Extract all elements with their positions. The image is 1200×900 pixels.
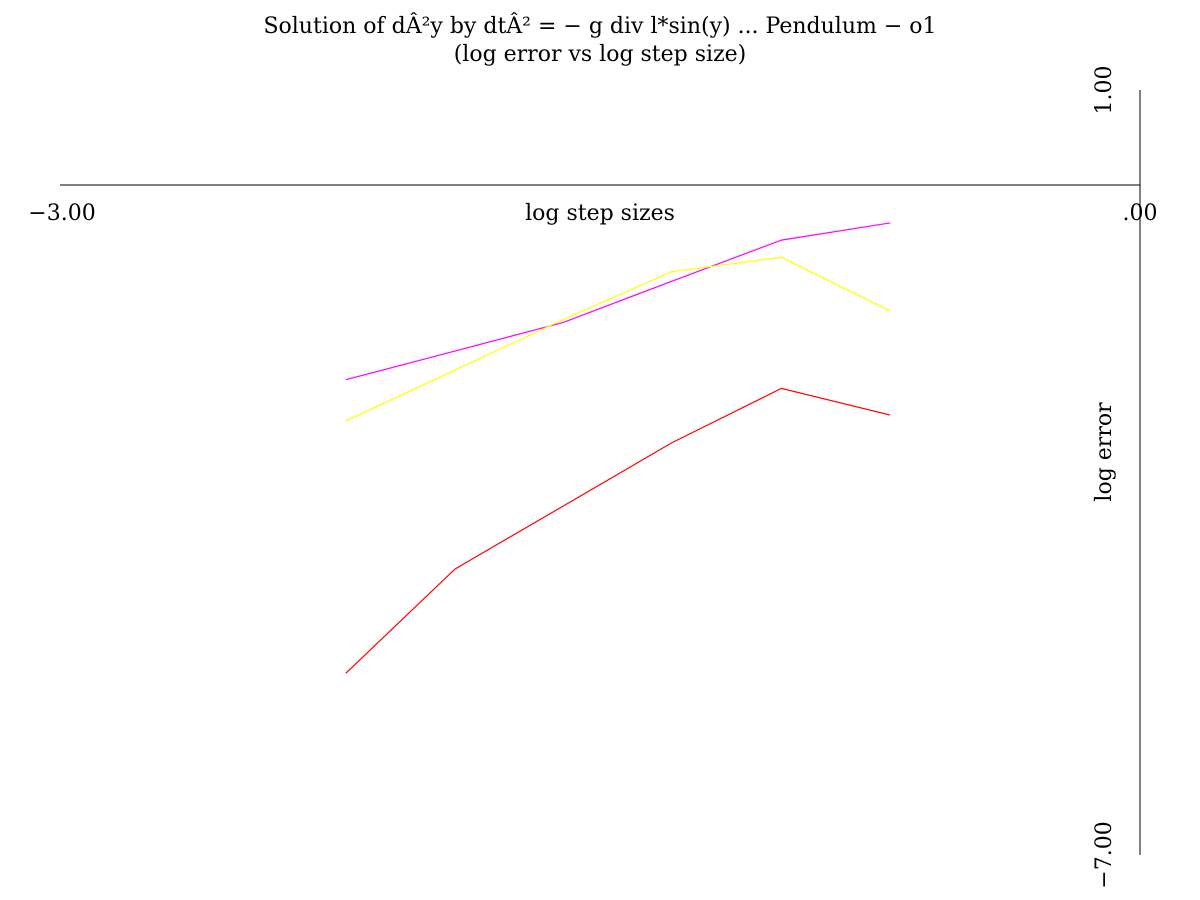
y-tick-label-max: 1.00 <box>1092 66 1117 115</box>
chart-title: Solution of dÂ²y by dtÂ² = − g div l*sin… <box>263 12 936 39</box>
x-tick-label-min: −3.00 <box>28 201 95 226</box>
series-line-1 <box>345 222 891 381</box>
x-tick-label-max: .00 <box>1123 201 1158 226</box>
y-axis-label: log error <box>1092 402 1117 502</box>
series-layer <box>345 222 891 674</box>
x-axis-label: log step sizes <box>525 201 675 226</box>
series-line-2 <box>345 256 891 422</box>
y-tick-label-min: −7.00 <box>1092 821 1117 888</box>
series-line-3 <box>345 387 891 674</box>
chart-subtitle: (log error vs log step size) <box>454 42 747 67</box>
